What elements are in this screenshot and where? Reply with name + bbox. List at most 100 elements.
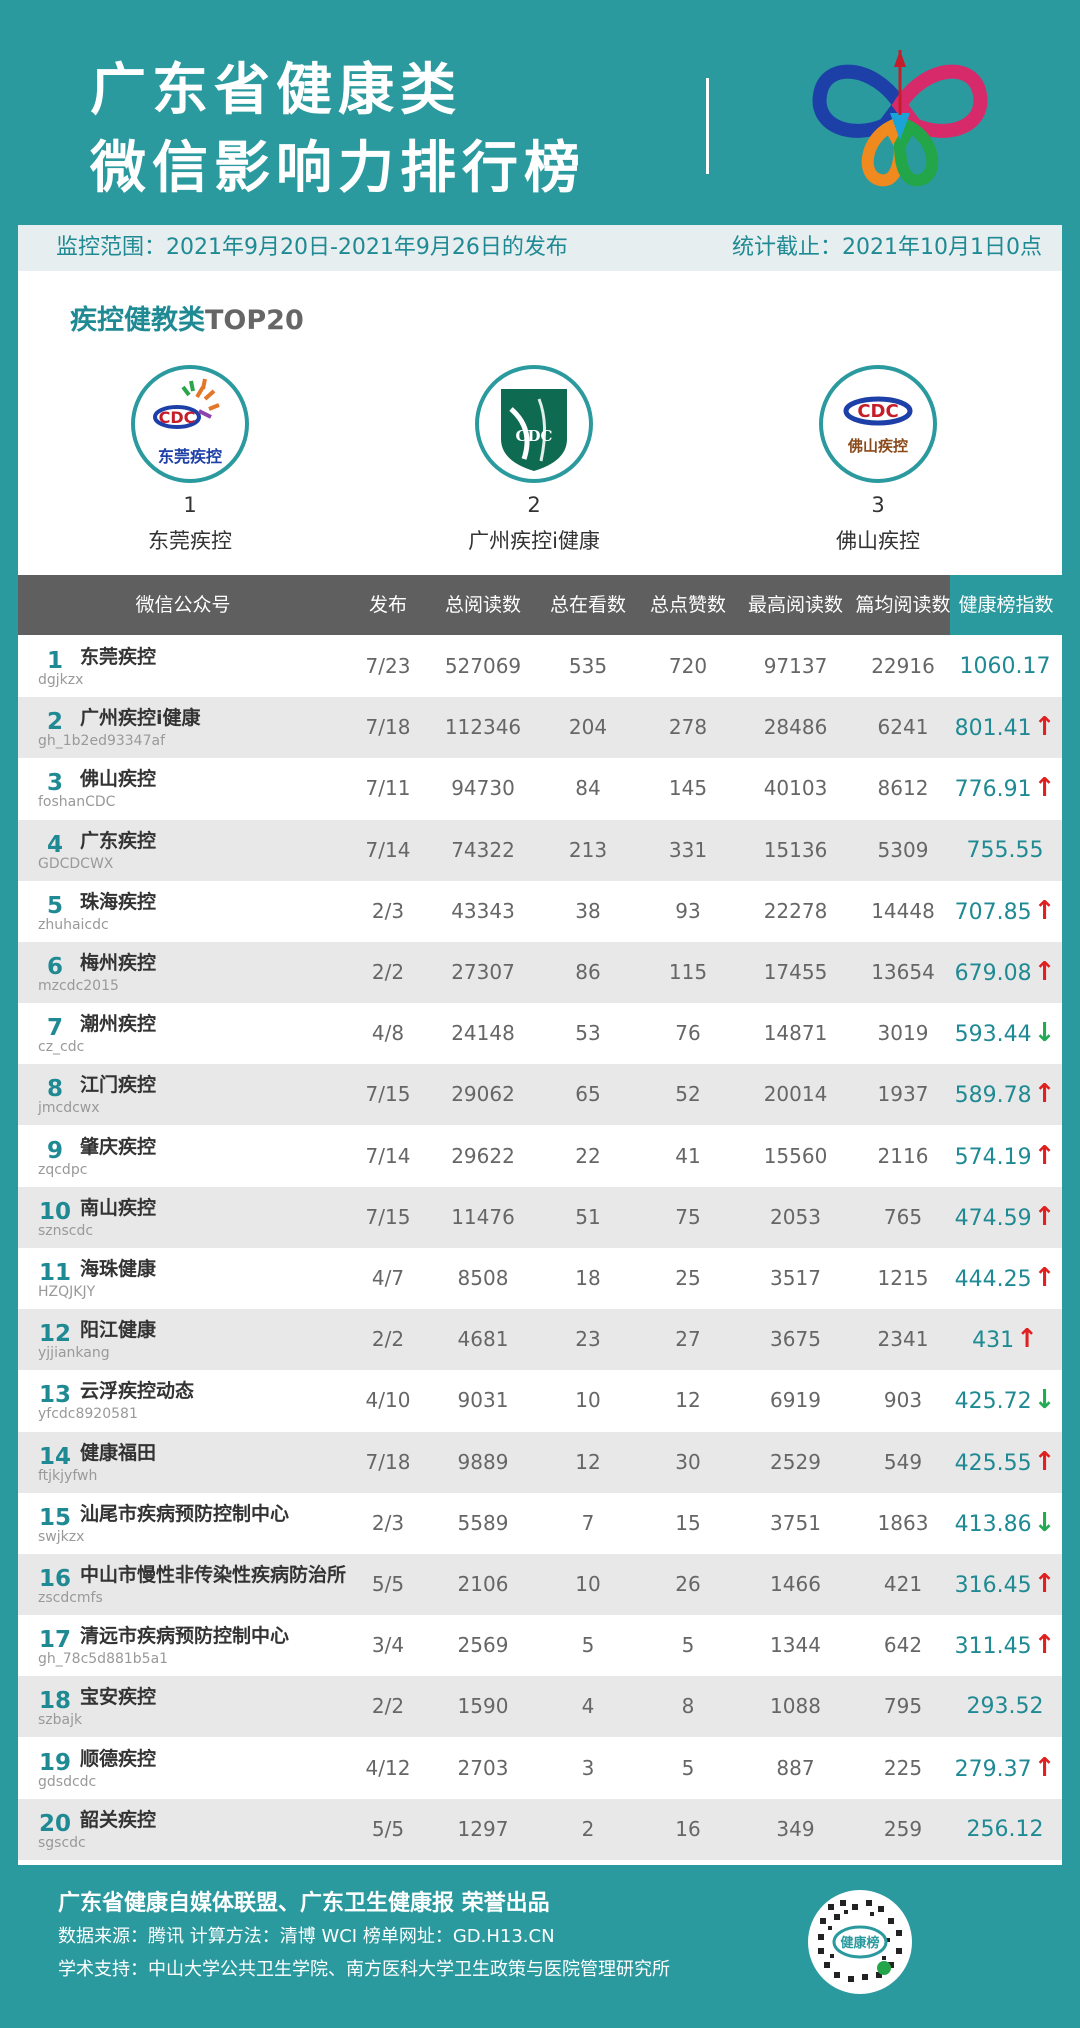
cell-max-reads: 1344 bbox=[770, 1633, 821, 1658]
podium-name: 广州疾控i健康 bbox=[468, 529, 600, 553]
index-value: 256.12 bbox=[966, 1816, 1044, 1842]
cell-max-reads: 349 bbox=[776, 1816, 815, 1841]
row-rank: 12 bbox=[38, 1321, 71, 1348]
index-value: 707.85 bbox=[954, 899, 1032, 925]
cell-total-likes: 145 bbox=[668, 776, 708, 801]
cell-avg-reads: 1215 bbox=[877, 1266, 929, 1290]
cell-total-reads: 5589 bbox=[457, 1510, 509, 1535]
cell-total-likes: 41 bbox=[675, 1143, 701, 1168]
table-row[interactable]: 10 南山疾控 sznscdc 7/15 11476 51 75 2053 765 474.59↑ bbox=[18, 1186, 1062, 1248]
arrow-down-icon: ↓ bbox=[1033, 1385, 1056, 1416]
arrow-up-icon: ↑ bbox=[1033, 773, 1056, 804]
row-account-name: 健康福田 bbox=[80, 1441, 157, 1464]
row-account-name: 中山市慢性非传染性疾病防治所 bbox=[80, 1564, 347, 1586]
cell-publish: 4/7 bbox=[371, 1266, 405, 1290]
table-row[interactable]: 1 东莞疾控 dgjkzx 7/23 527069 535 720 97137 22916 106… bbox=[18, 636, 1062, 697]
arrow-up-icon: ↑ bbox=[1033, 1630, 1056, 1661]
table-row[interactable]: 7 潮州疾控 cz_cdc 4/8 24148 53 76 14871 3019 593.44↓ bbox=[18, 1003, 1062, 1065]
monitor-range: 监控范围：2021年9月20日-2021年9月26日的发布 bbox=[56, 235, 568, 260]
cell-total-likes: 8 bbox=[681, 1694, 695, 1719]
title-line-1: 广东省健康类 bbox=[90, 58, 462, 123]
cell-avg-reads: 2341 bbox=[877, 1327, 929, 1352]
cell-total-looking: 10 bbox=[575, 1388, 601, 1413]
table-row[interactable]: 19 顺德疾控 gdsdcdc 4/12 2703 3 5 887 225 279.37↑ bbox=[18, 1737, 1062, 1799]
col-header-avg-reads: 篇均阅读数 bbox=[855, 594, 951, 616]
table-row[interactable]: 8 江门疾控 jmcdcwx 7/15 29062 65 52 20014 1937 589.78… bbox=[18, 1064, 1062, 1126]
podium-logo-text: 佛山疾控 bbox=[847, 437, 908, 455]
table-row[interactable]: 15 汕尾市疾病预防控制中心 swjkzx 2/3 5589 7 15 3751 1863 413… bbox=[18, 1492, 1062, 1555]
cell-publish: 2/3 bbox=[371, 1510, 405, 1535]
arrow-up-icon: ↑ bbox=[1033, 1446, 1056, 1477]
cell-total-reads: 2106 bbox=[457, 1572, 509, 1596]
cell-max-reads: 2529 bbox=[770, 1449, 821, 1474]
cell-publish: 2/2 bbox=[371, 1694, 405, 1719]
row-rank: 1 bbox=[46, 648, 63, 674]
col-header-index: 健康榜指数 bbox=[950, 575, 1062, 635]
row-rank: 19 bbox=[38, 1749, 71, 1776]
table-row[interactable]: 13 云浮疾控动态 yfcdc8920581 4/10 9031 10 12 6919 903 4… bbox=[18, 1370, 1062, 1432]
col-header-total-reads: 总阅读数 bbox=[444, 594, 521, 616]
footer-academic: 学术支持：中山大学公共卫生学院、南方医科大学卫生政策与医院管理研究所 bbox=[58, 1959, 670, 1980]
table-row[interactable]: 11 海珠健康 HZQJKJY 4/7 8508 18 25 3517 1215 444.25↑ bbox=[18, 1248, 1062, 1309]
cell-publish: 2/2 bbox=[371, 960, 405, 984]
qr-code-icon[interactable]: 健康榜 bbox=[808, 1890, 912, 1994]
cell-max-reads: 15136 bbox=[763, 837, 828, 862]
cell-avg-reads: 13654 bbox=[871, 960, 935, 984]
table-row[interactable]: 3 佛山疾控 foshanCDC 7/11 94730 84 145 40103 8612 776… bbox=[18, 758, 1062, 820]
row-account-id: zscdcmfs bbox=[38, 1590, 103, 1606]
table-row[interactable]: 17 清远市疾病预防控制中心 gh_78c5d881b5a1 3/4 2569 5 5 134… bbox=[18, 1615, 1062, 1677]
cell-index: 256.12 bbox=[950, 1799, 1060, 1860]
col-header-total-looking: 总在看数 bbox=[549, 594, 626, 616]
table-row[interactable]: 4 广东疾控 GDCDCWX 7/14 74322 213 331 15136 5309 755.… bbox=[18, 819, 1062, 881]
row-account-name: 佛山疾控 bbox=[80, 768, 157, 791]
table-row[interactable]: 18 宝安疾控 szbajk 2/2 1590 4 8 1088 795 293.52 bbox=[18, 1676, 1062, 1738]
footer-source: 数据来源：腾讯 计算方法：清博 WCI 榜单网址：GD.H13.CN bbox=[58, 1926, 555, 1947]
cell-total-reads: 29062 bbox=[451, 1082, 515, 1107]
cell-index: 776.91↑ bbox=[950, 758, 1060, 820]
cell-avg-reads: 1937 bbox=[877, 1082, 929, 1107]
cell-total-reads: 1590 bbox=[457, 1694, 509, 1719]
page-title: 广东省健康类 微信影响力排行榜 bbox=[90, 52, 586, 208]
cell-publish: 7/23 bbox=[365, 654, 411, 678]
row-account-id: swjkzx bbox=[38, 1528, 85, 1545]
table-row[interactable]: 14 健康福田 ftjkjyfwh 7/18 9889 12 30 2529 549 425.55… bbox=[18, 1431, 1062, 1494]
podium-second[interactable]: CDC 2 广州疾控i健康 bbox=[434, 365, 634, 555]
cell-avg-reads: 795 bbox=[883, 1694, 923, 1719]
cell-avg-reads: 421 bbox=[883, 1572, 923, 1596]
cell-total-likes: 5 bbox=[681, 1755, 695, 1780]
cell-max-reads: 3675 bbox=[770, 1327, 821, 1352]
cell-publish: 7/14 bbox=[365, 1143, 411, 1168]
cell-total-likes: 720 bbox=[668, 654, 708, 678]
cell-publish: 5/5 bbox=[371, 1816, 405, 1841]
index-value: 574.19 bbox=[954, 1144, 1032, 1170]
cell-total-looking: 22 bbox=[575, 1143, 601, 1168]
cell-total-looking: 86 bbox=[575, 960, 601, 984]
podium-first[interactable]: CDC 东莞疾控 1 东莞疾控 bbox=[90, 365, 290, 555]
cell-total-reads: 9889 bbox=[457, 1449, 509, 1474]
row-account-id: yfcdc8920581 bbox=[38, 1406, 138, 1423]
cell-index: 413.86↓ bbox=[950, 1493, 1060, 1555]
row-account-name: 阳江健康 bbox=[80, 1319, 157, 1342]
table-row[interactable]: 5 珠海疾控 zhuhaicdc 2/3 43343 38 93 22278 14448 707.… bbox=[18, 880, 1062, 942]
row-account-name: 清远市疾病预防控制中心 bbox=[80, 1625, 290, 1648]
cell-total-reads: 8508 bbox=[457, 1266, 509, 1290]
row-account-id: foshanCDC bbox=[38, 794, 116, 811]
row-account-id: gdsdcdc bbox=[38, 1773, 97, 1790]
index-value: 801.41 bbox=[954, 716, 1032, 742]
row-account-id: sznscdc bbox=[38, 1222, 94, 1239]
podium-name: 佛山疾控 bbox=[836, 529, 920, 553]
row-account-name: 南山疾控 bbox=[80, 1196, 157, 1219]
row-account-name: 韶关疾控 bbox=[80, 1808, 157, 1831]
section-title-top: TOP20 bbox=[205, 305, 304, 336]
table-row[interactable]: 6 梅州疾控 mzcdc2015 2/2 27307 86 115 17455 13654 679… bbox=[18, 942, 1062, 1003]
table-row[interactable]: 20 韶关疾控 sgscdc 5/5 1297 2 16 349 259 256.12 bbox=[18, 1798, 1062, 1860]
podium-third[interactable]: CDC 佛山疾控 3 佛山疾控 bbox=[778, 365, 978, 555]
table-row[interactable]: 16 中山市慢性非传染性疾病防治所 zscdcmfs 5/5 2106 10 26 1466 4… bbox=[18, 1554, 1062, 1615]
cell-index: 425.55↑ bbox=[950, 1432, 1060, 1494]
table-row[interactable]: 12 阳江健康 yjjiankang 2/2 4681 23 27 3675 2341 431↑ bbox=[18, 1309, 1062, 1371]
table-row[interactable]: 9 肇庆疾控 zqcdpc 7/14 29622 22 41 15560 2116 574.19↑ bbox=[18, 1125, 1062, 1187]
cell-total-reads: 1297 bbox=[457, 1816, 509, 1841]
foshan-cdc-logo-icon: CDC 佛山疾控 bbox=[819, 365, 937, 483]
table-row[interactable]: 2 广州疾控i健康 gh_1b2ed93347af 7/18 112346 204 278 2… bbox=[18, 697, 1062, 759]
row-rank: 15 bbox=[38, 1504, 71, 1531]
